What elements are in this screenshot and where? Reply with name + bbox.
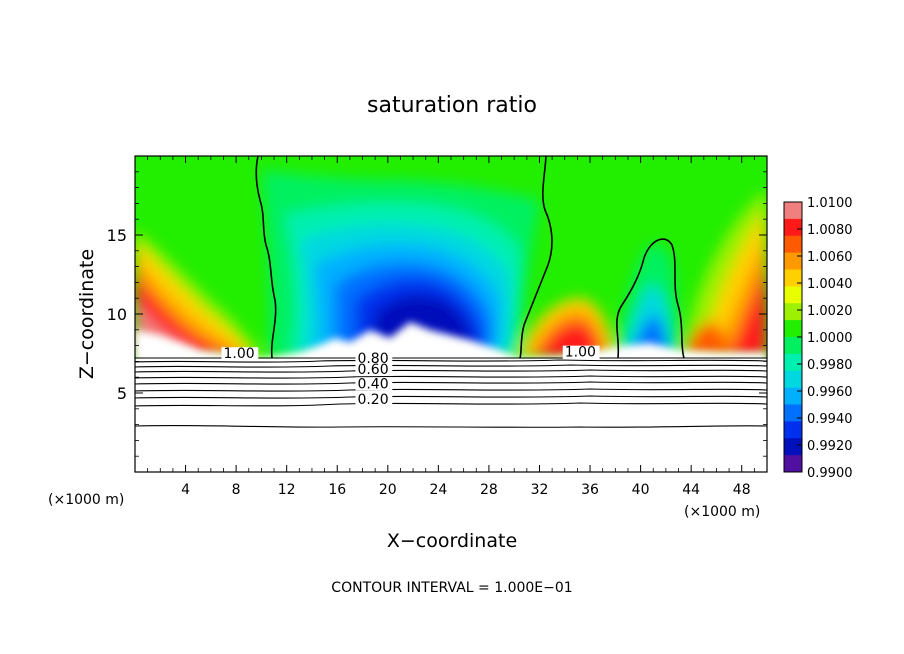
x-tick-label: 48 xyxy=(733,482,751,498)
colorbar-swatch xyxy=(784,421,802,439)
colorbar-label: 0.9920 xyxy=(807,439,853,454)
colorbar-label: 1.0020 xyxy=(807,304,853,319)
colorbar-label: 0.9900 xyxy=(807,466,853,481)
colorbar-label: 0.9960 xyxy=(807,385,853,400)
x-tick-label: 12 xyxy=(278,482,296,498)
colorbar-label: 1.0040 xyxy=(807,277,853,292)
colorbar-label: 0.9940 xyxy=(807,412,853,427)
y-tick-label: 15 xyxy=(107,226,127,245)
colorbar-swatch xyxy=(784,202,802,220)
contour-label: 0.80 xyxy=(357,351,388,367)
contour-label-bg xyxy=(562,345,600,359)
contour-label: 0.20 xyxy=(357,392,388,408)
contour-label: 1.00 xyxy=(223,346,254,362)
colorbar-swatch xyxy=(784,438,802,456)
colorbar-swatch xyxy=(784,353,802,372)
chart-title: saturation ratio xyxy=(367,93,537,118)
contour-label-bg xyxy=(221,347,259,361)
colorbar-label: 1.0080 xyxy=(807,223,853,238)
x-unit-label-left: (×1000 m) xyxy=(48,492,124,508)
x-tick-label: 24 xyxy=(429,482,447,498)
y-tick-label: 10 xyxy=(107,305,127,324)
colorbar-swatch xyxy=(784,235,802,254)
colorbar: 1.0100 1.0080 1.0060 1.0040 1.0020 1.0000 0.99… xyxy=(783,196,853,481)
colorbar-swatch xyxy=(784,404,802,422)
colorbar-swatch xyxy=(784,269,802,287)
x-axis-label: X−coordinate xyxy=(387,530,517,552)
contour-line-1-00-right xyxy=(519,156,553,359)
x-axis: 4 8 12 16 20 24 28 32 36 40 44 48 xyxy=(147,156,755,498)
colorbar-label: 1.0100 xyxy=(807,196,853,211)
x-tick-label: 4 xyxy=(181,482,190,498)
colorbar-label: 1.0000 xyxy=(807,331,853,346)
x-tick-label: 20 xyxy=(379,482,397,498)
colorbar-swatch xyxy=(784,455,802,473)
x-tick-label: 28 xyxy=(480,482,498,498)
x-tick-label: 16 xyxy=(328,482,346,498)
contour-label: 0.40 xyxy=(357,376,388,392)
contour-label: 1.00 xyxy=(565,345,596,361)
contour-line-1-00-left xyxy=(255,156,277,359)
contour-labels: 1.00 1.00 0.800.600.400.20 xyxy=(221,345,600,408)
colorbar-swatch xyxy=(784,337,802,355)
colorbar-swatch xyxy=(784,218,802,237)
y-tick-label: 5 xyxy=(117,384,127,403)
contour-label-bg xyxy=(355,393,393,407)
colorbar-label: 0.9980 xyxy=(807,358,853,373)
contour-label-bg xyxy=(355,363,393,377)
contour-label: 0.60 xyxy=(357,362,388,378)
y-axis: 5 10 15 xyxy=(107,171,767,457)
x-unit-label-right: (×1000 m) xyxy=(684,504,760,520)
colorbar-swatch xyxy=(784,303,802,321)
x-tick-label: 36 xyxy=(581,482,599,498)
heatmap-field xyxy=(135,156,767,472)
x-tick-label: 8 xyxy=(232,482,241,498)
colorbar-swatch xyxy=(784,252,802,270)
colorbar-swatch xyxy=(784,387,802,405)
colorbar-swatch xyxy=(784,370,802,389)
colorbar-label: 1.0060 xyxy=(807,250,853,265)
contour-label-bg xyxy=(355,377,393,391)
x-tick-label: 44 xyxy=(682,482,700,498)
colorbar-swatch xyxy=(784,320,802,338)
lower-contours xyxy=(135,357,767,428)
contour-interval-footer: CONTOUR INTERVAL = 1.000E−01 xyxy=(331,580,572,596)
x-tick-label: 40 xyxy=(632,482,650,498)
contour-line-1-00-plume xyxy=(616,238,685,359)
x-tick-label: 32 xyxy=(531,482,549,498)
colorbar-swatch xyxy=(784,286,802,304)
y-axis-label: Z−coordinate xyxy=(76,249,98,379)
contour-label-bg xyxy=(355,351,393,365)
